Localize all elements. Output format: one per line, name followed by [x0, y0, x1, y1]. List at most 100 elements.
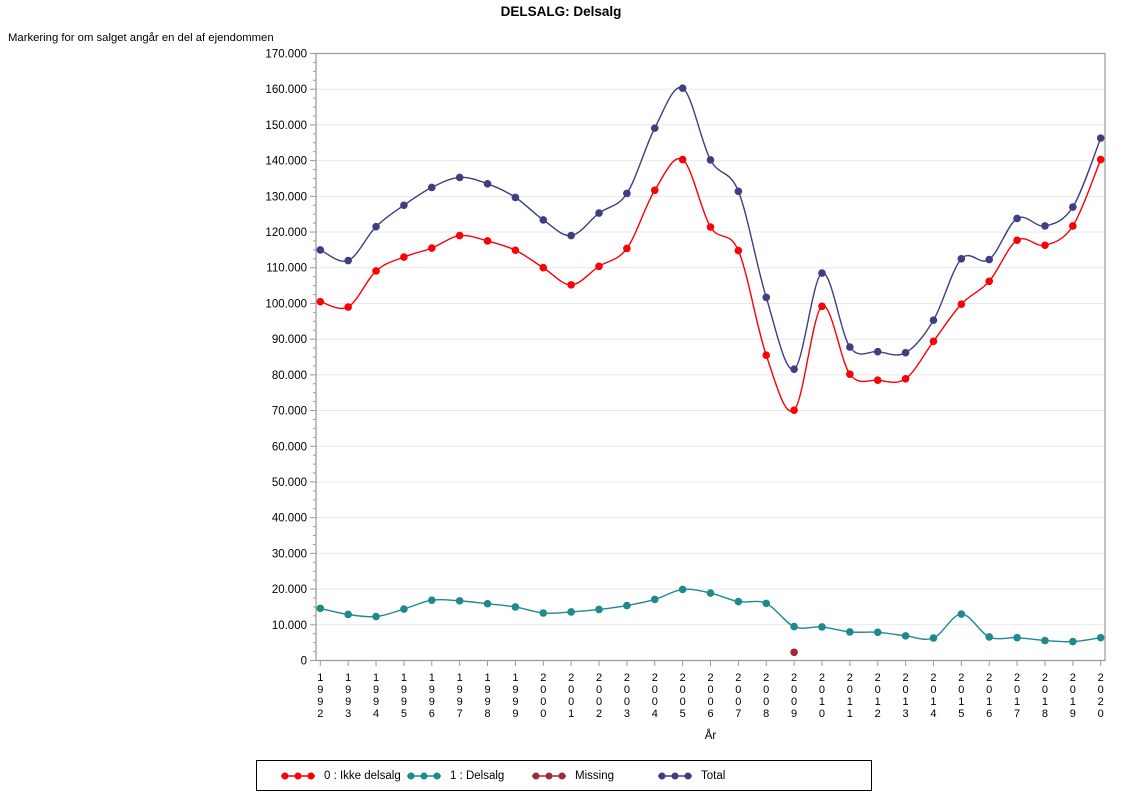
data-point-delsalg — [650, 595, 659, 604]
y-tick-label: 90.000 — [272, 334, 307, 346]
data-point-total — [344, 256, 352, 265]
data-point-ikke-delsalg — [372, 267, 380, 275]
legend-entry-delsalg: 1 : Delsalg — [405, 761, 504, 790]
data-point-delsalg — [873, 628, 882, 637]
data-point-ikke-delsalg — [1096, 155, 1105, 164]
legend: 0 : Ikke delsalg 1 : Delsalg Missing — [256, 760, 872, 791]
data-point-total — [427, 183, 436, 192]
data-point-total — [678, 84, 687, 92]
data-point-delsalg — [985, 633, 994, 641]
data-point-ikke-delsalg — [344, 303, 352, 311]
legend-entry-total: Total — [656, 761, 725, 790]
data-point-ikke-delsalg — [1013, 236, 1021, 245]
data-point-total — [372, 222, 380, 231]
data-point-ikke-delsalg — [818, 302, 826, 311]
y-axis-title: Markering for om salget angår en del af … — [8, 32, 274, 44]
data-point-delsalg — [762, 599, 771, 608]
data-point-delsalg — [455, 597, 464, 605]
gridlines — [316, 53, 1105, 626]
data-point-ikke-delsalg — [985, 277, 994, 286]
data-point-delsalg — [623, 601, 631, 610]
data-point-delsalg — [929, 634, 938, 642]
y-tick-label: 150.000 — [265, 120, 307, 132]
data-point-delsalg — [734, 597, 743, 606]
data-point-delsalg — [1041, 636, 1049, 645]
data-point-ikke-delsalg — [539, 263, 548, 272]
legend-marker-line-dots-icon — [658, 772, 692, 779]
data-point-ikke-delsalg — [427, 244, 436, 252]
y-tick-label: 20.000 — [272, 584, 307, 596]
x-axis-title: År — [704, 730, 717, 742]
data-point-ikke-delsalg — [650, 186, 659, 195]
data-point-delsalg — [818, 623, 826, 631]
data-point-total — [929, 316, 938, 325]
y-tick-label: 170.000 — [265, 49, 307, 61]
series-missing — [790, 648, 798, 657]
data-point-delsalg — [511, 603, 520, 611]
data-point-ikke-delsalg — [790, 406, 798, 415]
data-point-delsalg — [1096, 633, 1105, 642]
y-tick-label: 100.000 — [265, 298, 307, 310]
series-ikke-delsalg — [316, 155, 1105, 415]
data-point-delsalg — [316, 604, 325, 613]
y-tick-label: 50.000 — [272, 477, 307, 489]
data-point-total — [455, 173, 464, 182]
data-point-delsalg — [678, 585, 687, 594]
data-point-ikke-delsalg — [483, 237, 492, 245]
y-tick-label: 10.000 — [272, 620, 307, 632]
data-point-delsalg — [706, 589, 715, 597]
y-tick-label: 120.000 — [265, 227, 307, 239]
data-point-ikke-delsalg — [595, 262, 603, 271]
legend-label: 0 : Ikke delsalg — [324, 769, 401, 782]
data-point-total — [1013, 214, 1021, 223]
data-point-ikke-delsalg — [1069, 222, 1077, 230]
data-point-total — [734, 187, 743, 196]
series-total — [316, 84, 1105, 373]
y-tick-label: 140.000 — [265, 156, 307, 168]
data-point-total — [623, 189, 631, 198]
data-point-ikke-delsalg — [734, 246, 743, 255]
data-point-delsalg — [539, 609, 548, 617]
data-point-total — [595, 209, 603, 217]
data-point-missing — [790, 648, 798, 657]
data-point-total — [706, 156, 715, 164]
data-point-ikke-delsalg — [706, 223, 715, 231]
y-tick-label: 0 — [301, 656, 307, 668]
data-point-ikke-delsalg — [1041, 241, 1049, 250]
data-point-total — [790, 365, 798, 373]
data-point-ikke-delsalg — [762, 351, 771, 360]
data-point-delsalg — [400, 605, 408, 613]
data-point-total — [818, 269, 826, 277]
data-point-delsalg — [957, 610, 966, 618]
data-point-ikke-delsalg — [455, 231, 464, 240]
y-tick-label: 160.000 — [265, 84, 307, 96]
data-point-total — [400, 201, 408, 210]
data-point-ikke-delsalg — [929, 337, 938, 346]
data-point-ikke-delsalg — [316, 297, 325, 306]
data-point-delsalg — [901, 632, 910, 640]
legend-label: Total — [701, 769, 726, 782]
